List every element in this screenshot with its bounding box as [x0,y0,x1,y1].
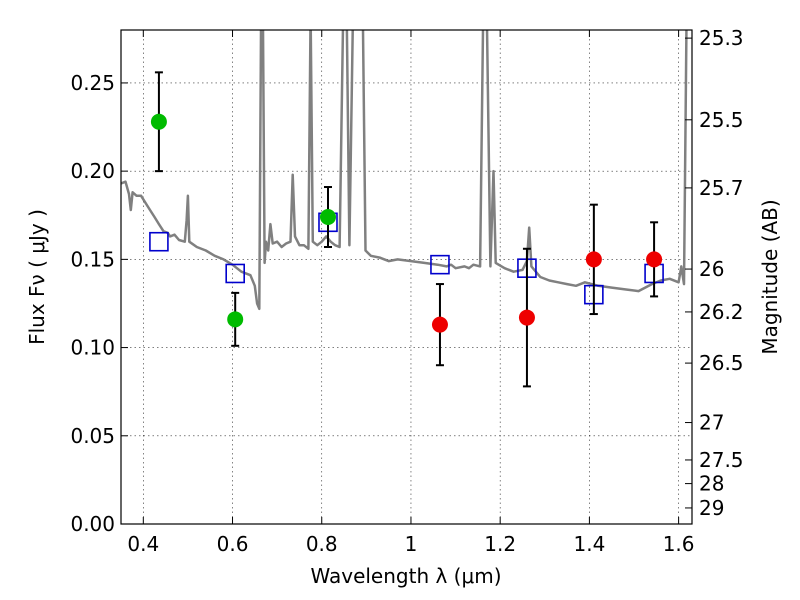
hst-optical-flux-point [227,311,244,328]
x-tick-label: 0.4 [127,532,159,556]
hst-optical-flux-point [150,113,167,130]
y2-tick-label: 29 [699,496,724,520]
y2-tick-label: 25.7 [699,176,744,200]
y2-tick-label: 25.3 [699,26,744,50]
y-tick-label: 0.00 [70,512,115,536]
x-tick-label: 1.2 [484,532,516,556]
x-tick-label: 1.4 [573,532,605,556]
x-tick-label: 0.8 [306,532,338,556]
y-tick-label: 0.15 [70,247,115,271]
x-tick-label: 0.6 [217,532,249,556]
y2-tick-label: 27 [699,411,724,435]
y2-tick-label: 27.5 [699,448,744,472]
y-axis-label: Flux Fν ( μJy ) [25,209,49,345]
y-tick-label: 0.10 [70,336,115,360]
y-tick-label: 0.05 [70,424,115,448]
y2-axis-label: Magnitude (AB) [758,199,782,354]
y2-tick-label: 26.5 [699,351,744,375]
model-flux-square [430,254,450,275]
hst-optical-flux-point [319,209,336,226]
hst-nir-flux-point [431,316,448,333]
plot-frame [120,29,693,525]
y2-tick-label: 26.2 [699,300,744,324]
y-tick-label: 0.20 [70,159,115,183]
y2-tick-label: 26 [699,257,724,281]
x-tick-label: 1.6 [663,532,695,556]
hst-nir-flux-point [585,251,602,268]
hst-nir-flux-point [518,309,535,326]
x-axis-label: Wavelength λ (μm) [310,564,501,588]
y2-tick-label: 25.5 [699,108,744,132]
model-flux-square [149,231,169,252]
hst-nir-flux-point [646,251,663,268]
template-spectrum-line [121,30,688,311]
y-tick-label: 0.25 [70,71,115,95]
model-flux-square [225,263,245,284]
axes: 0.4 0.6 0.8 1 1.2 1.4 1.6 0.00 0.05 0.10 0.15 0.20 0… [70,26,743,556]
x-tick-label: 1 [405,532,418,556]
y2-tick-label: 28 [699,472,724,496]
plot-area [121,30,688,388]
